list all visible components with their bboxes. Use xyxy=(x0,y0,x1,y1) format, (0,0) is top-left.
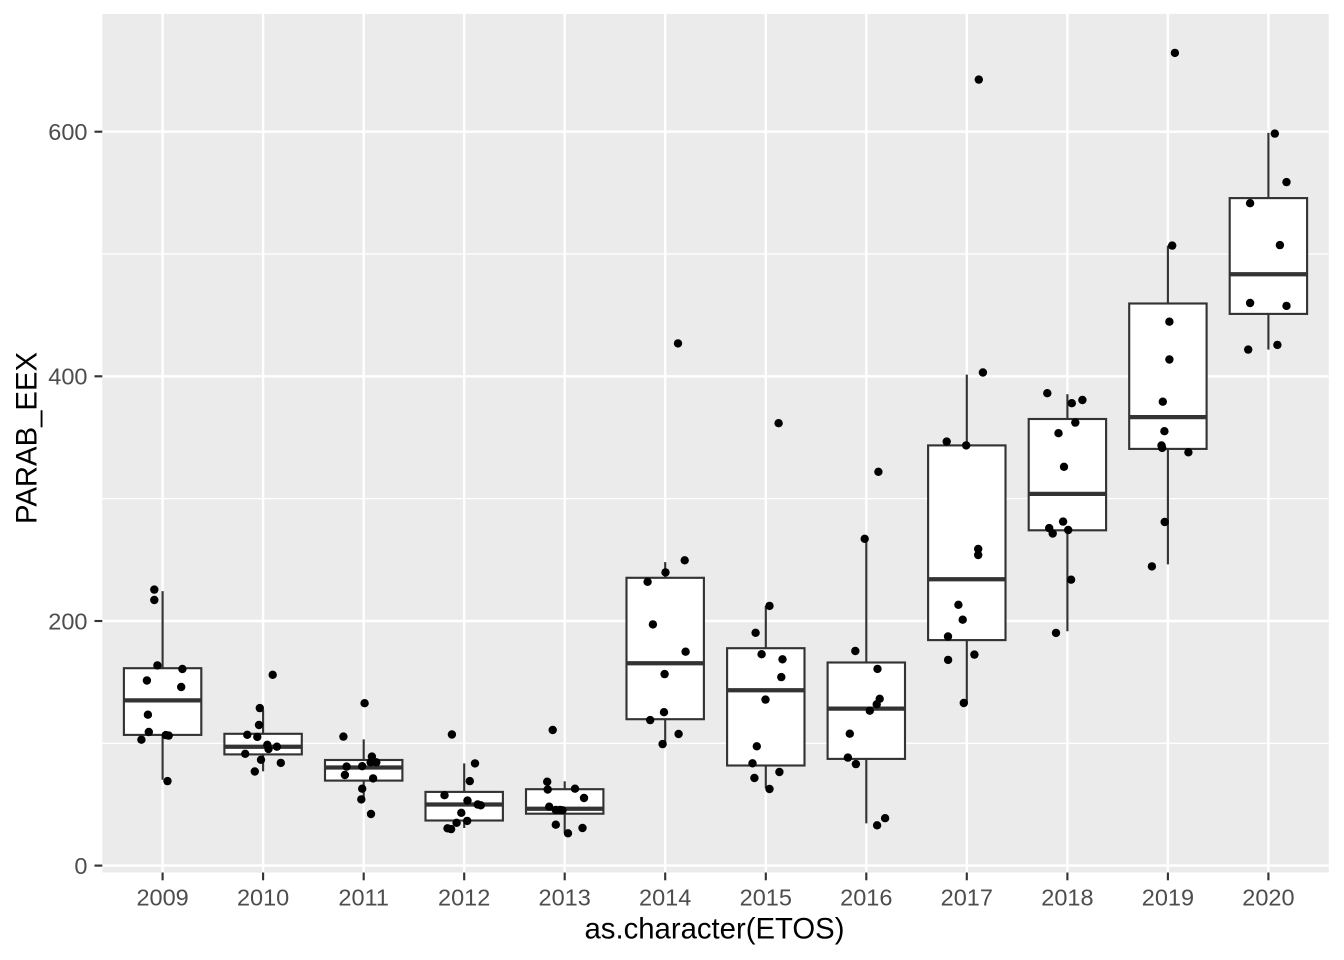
svg-text:2014: 2014 xyxy=(639,885,691,911)
svg-text:2019: 2019 xyxy=(1142,885,1194,911)
svg-text:2011: 2011 xyxy=(338,885,389,911)
svg-text:as.character(ETOS): as.character(ETOS) xyxy=(585,913,845,946)
svg-text:2009: 2009 xyxy=(136,885,188,911)
svg-text:PARAB_EEX: PARAB_EEX xyxy=(10,352,43,524)
svg-text:2020: 2020 xyxy=(1242,885,1294,911)
svg-text:2013: 2013 xyxy=(539,885,591,911)
svg-text:2012: 2012 xyxy=(438,885,490,911)
svg-text:2010: 2010 xyxy=(237,885,289,911)
svg-text:0: 0 xyxy=(74,853,87,879)
svg-text:2017: 2017 xyxy=(941,885,993,911)
svg-text:400: 400 xyxy=(48,364,87,390)
svg-text:600: 600 xyxy=(48,119,87,145)
svg-text:200: 200 xyxy=(48,608,87,634)
svg-text:2018: 2018 xyxy=(1041,885,1093,911)
svg-text:2016: 2016 xyxy=(840,885,892,911)
svg-text:2015: 2015 xyxy=(740,885,792,911)
